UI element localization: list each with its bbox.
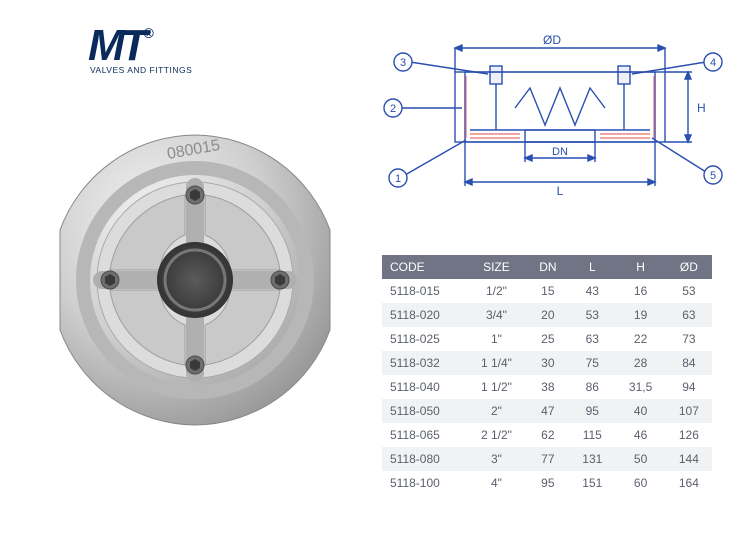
table-row: 5118-0151/2"15431653	[382, 279, 712, 303]
cell-h: 40	[615, 399, 665, 423]
cell-h: 31,5	[615, 375, 665, 399]
cell-size: 1/2"	[466, 279, 526, 303]
cell-size: 1 1/4"	[466, 351, 526, 375]
cell-dn: 15	[527, 279, 570, 303]
cell-od: 126	[666, 423, 712, 447]
cell-code: 5118-050	[382, 399, 466, 423]
cell-size: 4"	[466, 471, 526, 495]
cell-code: 5118-040	[382, 375, 466, 399]
cell-h: 46	[615, 423, 665, 447]
spec-table-body: 5118-0151/2"154316535118-0203/4"20531963…	[382, 279, 712, 495]
cell-size: 3"	[466, 447, 526, 471]
technical-diagram: ØD DN L	[370, 30, 725, 220]
cell-od: 164	[666, 471, 712, 495]
cell-l: 75	[569, 351, 615, 375]
cell-h: 28	[615, 351, 665, 375]
table-row: 5118-0321 1/4"30752884	[382, 351, 712, 375]
cell-dn: 25	[527, 327, 570, 351]
table-row: 5118-0251"25632273	[382, 327, 712, 351]
cell-l: 43	[569, 279, 615, 303]
registered-icon: ®	[144, 25, 150, 41]
cell-l: 53	[569, 303, 615, 327]
brand-logo: MT® VALVES AND FITTINGS	[88, 28, 192, 75]
cell-dn: 20	[527, 303, 570, 327]
cell-h: 60	[615, 471, 665, 495]
cell-l: 95	[569, 399, 615, 423]
spec-table: CODE SIZE DN L H ØD 5118-0151/2"15431653…	[382, 255, 712, 495]
cell-dn: 38	[527, 375, 570, 399]
cell-l: 131	[569, 447, 615, 471]
product-image: 080015	[30, 115, 360, 445]
table-row: 5118-0502"479540107	[382, 399, 712, 423]
cell-code: 5118-080	[382, 447, 466, 471]
cell-code: 5118-025	[382, 327, 466, 351]
cell-code: 5118-100	[382, 471, 466, 495]
cell-code: 5118-032	[382, 351, 466, 375]
cell-od: 94	[666, 375, 712, 399]
logo-mark: MT®	[88, 28, 192, 63]
cell-od: 53	[666, 279, 712, 303]
cell-size: 3/4"	[466, 303, 526, 327]
cell-h: 16	[615, 279, 665, 303]
table-row: 5118-0401 1/2"388631,594	[382, 375, 712, 399]
cell-code: 5118-065	[382, 423, 466, 447]
col-l: L	[569, 255, 615, 279]
cell-od: 84	[666, 351, 712, 375]
cell-size: 1"	[466, 327, 526, 351]
table-row: 5118-0652 1/2"6211546126	[382, 423, 712, 447]
col-code: CODE	[382, 255, 466, 279]
dim-l-label: L	[557, 184, 564, 198]
cell-code: 5118-015	[382, 279, 466, 303]
callout-5: 5	[710, 170, 716, 182]
callout-2: 2	[390, 103, 396, 115]
cell-dn: 47	[527, 399, 570, 423]
cell-l: 115	[569, 423, 615, 447]
callout-1: 1	[395, 173, 401, 185]
cell-size: 1 1/2"	[466, 375, 526, 399]
cell-dn: 30	[527, 351, 570, 375]
cell-od: 107	[666, 399, 712, 423]
dim-h-label: H	[697, 101, 706, 115]
cell-size: 2"	[466, 399, 526, 423]
cell-dn: 95	[527, 471, 570, 495]
cell-l: 63	[569, 327, 615, 351]
cell-h: 22	[615, 327, 665, 351]
logo-letters: MT	[88, 21, 144, 70]
col-dn: DN	[527, 255, 570, 279]
col-od: ØD	[666, 255, 712, 279]
cell-l: 86	[569, 375, 615, 399]
cell-l: 151	[569, 471, 615, 495]
table-row: 5118-0203/4"20531963	[382, 303, 712, 327]
col-h: H	[615, 255, 665, 279]
cell-od: 144	[666, 447, 712, 471]
dim-od-label: ØD	[543, 33, 561, 47]
cell-dn: 77	[527, 447, 570, 471]
cell-size: 2 1/2"	[466, 423, 526, 447]
cell-code: 5118-020	[382, 303, 466, 327]
cell-od: 63	[666, 303, 712, 327]
callout-3: 3	[400, 57, 406, 69]
dim-dn-label: DN	[552, 146, 568, 158]
spec-table-head: CODE SIZE DN L H ØD	[382, 255, 712, 279]
cell-dn: 62	[527, 423, 570, 447]
col-size: SIZE	[466, 255, 526, 279]
table-row: 5118-1004"9515160164	[382, 471, 712, 495]
cell-h: 50	[615, 447, 665, 471]
table-row: 5118-0803"7713150144	[382, 447, 712, 471]
cell-od: 73	[666, 327, 712, 351]
logo-subtitle: VALVES AND FITTINGS	[90, 65, 192, 75]
callout-4: 4	[710, 57, 716, 69]
cell-h: 19	[615, 303, 665, 327]
